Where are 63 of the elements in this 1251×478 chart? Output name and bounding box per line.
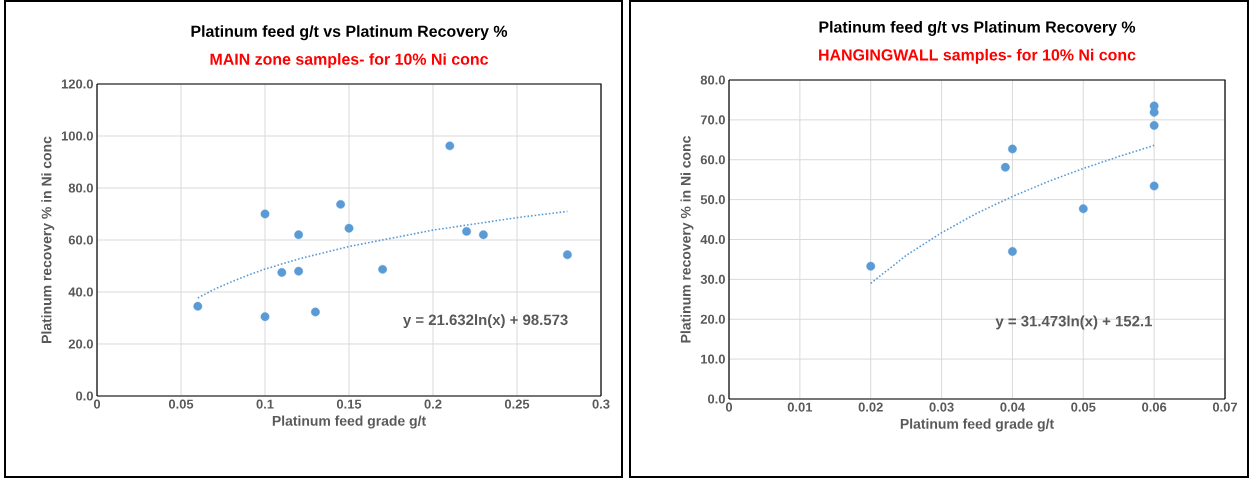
x-tick-label: 0.15 <box>336 399 362 409</box>
y-tick-label: 0.0 <box>708 394 725 404</box>
point <box>1149 181 1159 191</box>
x-axis-title: Platinum feed grade g/t <box>272 415 426 429</box>
point <box>462 227 472 236</box>
y-tick-label: 20.0 <box>68 339 93 349</box>
y-tick-label: 70.0 <box>700 115 725 125</box>
point <box>344 223 354 233</box>
x-tick-label: 0.01 <box>787 402 813 412</box>
x-tick-label: 0.2 <box>424 399 442 409</box>
y-tick-label: 120.0 <box>61 79 93 89</box>
annotation: y = 21.632ln(x) + 98.573 <box>403 314 568 329</box>
point <box>277 268 287 277</box>
x-tick-label: 0.06 <box>1142 402 1167 412</box>
y-axis-title: Platinum recovery % in Ni conc <box>680 136 694 343</box>
y-tick-label: 0.0 <box>76 391 93 401</box>
point <box>378 264 388 274</box>
point <box>260 312 270 322</box>
y-tick-label: 30.0 <box>700 274 725 284</box>
point <box>336 199 346 209</box>
point <box>479 230 488 240</box>
y-tick-label: 40.0 <box>700 234 725 245</box>
point <box>1000 162 1010 172</box>
chart-title: Platinum feed g/t vs Platinum Recovery % <box>191 25 508 41</box>
point <box>563 250 572 260</box>
point <box>193 301 203 311</box>
x-tick-label: 0.04 <box>1000 402 1025 412</box>
y-tick-label: 60.0 <box>700 155 725 165</box>
point <box>311 307 320 317</box>
x-axis-title: Platinum feed grade g/t <box>900 418 1054 432</box>
x-tick-label: 0.3 <box>592 399 610 409</box>
point <box>294 266 304 276</box>
point <box>1149 121 1159 130</box>
point <box>260 209 270 219</box>
y-tick-label: 40.0 <box>68 287 93 297</box>
chart-subtitle: HANGINGWALL samples- for 10% Ni conc <box>819 48 1136 64</box>
chart-subtitle: MAIN zone samples- for 10% Ni conc <box>210 53 489 68</box>
y-tick-label: 50.0 <box>700 195 725 205</box>
annotation: y = 31.473ln(x) + 152.1 <box>995 315 1152 330</box>
point <box>1008 247 1017 256</box>
line-series <box>869 144 1155 285</box>
y-tick-label: 10.0 <box>701 354 725 364</box>
y-tick-label: 80.0 <box>68 183 93 193</box>
y-tick-label: 100.0 <box>61 131 93 141</box>
x-tick-label: 0 <box>93 399 101 409</box>
x-tick-label: 0.05 <box>1071 402 1096 412</box>
x-tick-label: 0.07 <box>1212 402 1238 412</box>
x-tick-label: 0 <box>725 402 733 412</box>
x-tick-label: 0.1 <box>256 399 274 409</box>
x-tick-label: 0.03 <box>929 402 954 412</box>
x-tick-label: 0.05 <box>168 399 194 409</box>
x-tick-label: 0.02 <box>858 402 883 412</box>
y-tick-label: 60.0 <box>68 235 93 245</box>
y-axis-title: Platinum recovery % in Ni conc <box>41 136 55 343</box>
point <box>866 261 876 271</box>
x-tick-label: 0.25 <box>504 399 530 409</box>
point <box>445 141 455 151</box>
point <box>294 230 304 240</box>
y-tick-label: 20.0 <box>700 314 725 324</box>
point <box>1078 204 1088 214</box>
y-tick-label: 80.0 <box>700 75 725 85</box>
point <box>1008 144 1017 154</box>
chart-title: Platinum feed g/t vs Platinum Recovery % <box>819 20 1136 36</box>
